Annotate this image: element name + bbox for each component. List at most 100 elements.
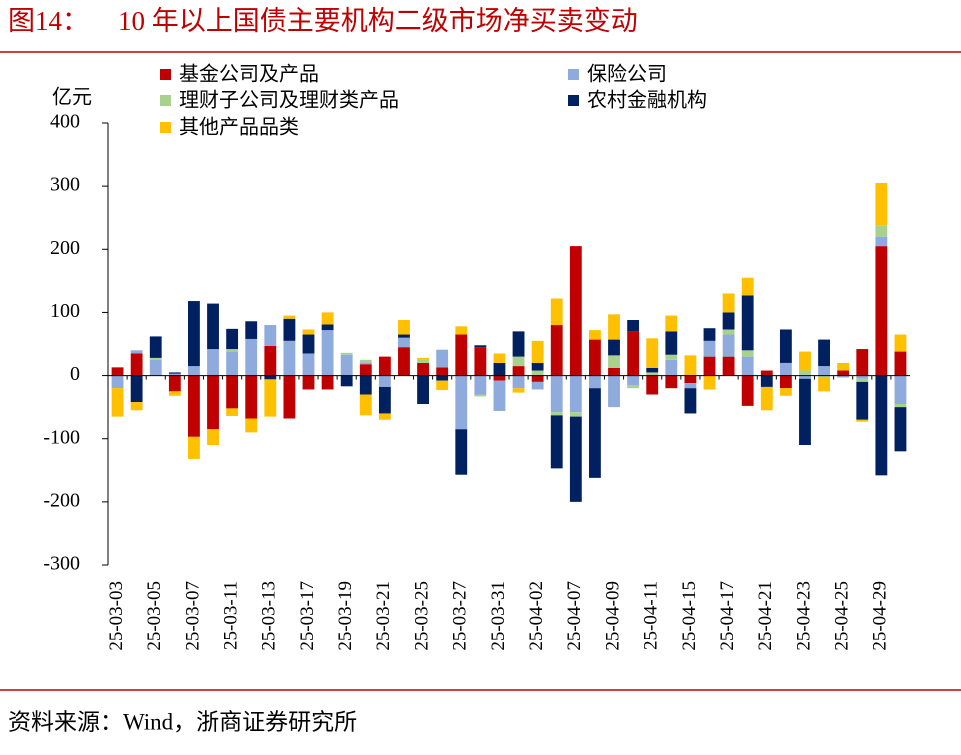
bar: [340, 352, 353, 355]
bar: [608, 367, 620, 376]
bar: [856, 419, 869, 422]
bar: [455, 326, 468, 335]
bar: [589, 330, 601, 340]
bar: [722, 312, 735, 330]
bar: [722, 329, 735, 335]
bar: [894, 375, 907, 404]
bar: [550, 375, 563, 413]
bar: [569, 246, 582, 376]
legend-swatch: [160, 122, 171, 133]
bar: [894, 351, 907, 376]
bar: [550, 298, 563, 326]
bar: [512, 388, 525, 393]
bar: [359, 359, 372, 363]
bar: [799, 378, 811, 446]
x-tick-label: 25-03-27: [450, 581, 471, 651]
bar: [417, 357, 429, 360]
bar: [799, 351, 811, 371]
bar: [111, 388, 124, 417]
bar: [417, 375, 429, 404]
x-tick-label: 25-03-19: [335, 581, 356, 651]
bar: [569, 412, 582, 417]
bar: [741, 277, 754, 296]
bar: [608, 314, 620, 340]
bar: [608, 375, 620, 408]
legend-label: 保险公司: [587, 62, 667, 86]
legend-label: 其他产品品类: [179, 115, 299, 139]
bar: [512, 375, 525, 389]
bar: [168, 375, 181, 392]
bar: [398, 334, 410, 338]
bar: [875, 236, 888, 247]
legend-swatch: [160, 69, 171, 80]
bar: [130, 350, 143, 354]
bar: [493, 353, 506, 363]
bar: [436, 380, 449, 391]
x-tick-label: 25-04-17: [717, 581, 738, 651]
y-tick-label: -100: [43, 426, 80, 448]
bar: [168, 391, 181, 396]
bar: [665, 375, 678, 389]
bar: [779, 329, 792, 363]
bar: [149, 336, 162, 358]
bar: [130, 402, 143, 411]
bar: [474, 347, 487, 376]
chart-title: 10 年以上国债主要机构二级市场净买卖变动: [118, 6, 638, 36]
bar: [512, 366, 525, 376]
legend-label: 农村金融机构: [587, 88, 707, 112]
bar: [226, 375, 239, 409]
bar: [894, 403, 907, 408]
bar: [417, 359, 429, 363]
legend-label: 理财子公司及理财类产品: [179, 88, 399, 112]
bar: [207, 303, 219, 350]
bar: [531, 362, 544, 371]
legend-swatch: [160, 95, 171, 106]
y-tick-label: 400: [50, 111, 80, 133]
x-tick-label: 25-04-21: [755, 581, 776, 651]
bar: [188, 375, 200, 437]
bar: [378, 386, 391, 414]
bar: [703, 340, 716, 357]
x-tick-label: 25-03-25: [411, 581, 432, 651]
x-tick-label: 25-03-31: [488, 581, 509, 651]
bar: [646, 372, 659, 376]
bar: [799, 370, 811, 376]
bar: [779, 375, 792, 389]
bar: [245, 321, 258, 339]
bar: [398, 337, 410, 348]
bar: [188, 366, 200, 376]
bar: [741, 350, 754, 357]
bar: [646, 338, 659, 368]
bar: [226, 351, 239, 376]
bar: [818, 375, 830, 378]
bar: [779, 362, 792, 376]
bar: [875, 246, 888, 376]
bar: [665, 354, 678, 360]
bar: [207, 349, 219, 376]
bar: [321, 324, 334, 331]
bar: [130, 375, 143, 403]
x-tick-label: 25-03-21: [373, 581, 394, 651]
bar: [703, 375, 716, 390]
bar: [875, 182, 888, 226]
bar: [340, 354, 353, 376]
bar: [283, 340, 296, 376]
bar: [569, 416, 582, 502]
bar: [207, 375, 219, 430]
y-tick-label: 0: [70, 363, 80, 385]
bar: [398, 347, 410, 376]
x-tick-label: 25-04-29: [870, 581, 891, 651]
bar: [856, 381, 869, 420]
bar: [512, 331, 525, 357]
bar: [627, 375, 640, 386]
bar: [245, 338, 258, 376]
bar: [722, 334, 735, 357]
bar: [359, 364, 372, 376]
bar: [894, 334, 907, 352]
bar: [359, 362, 372, 365]
bar: [646, 375, 659, 395]
bar: [321, 375, 334, 390]
bar: [779, 388, 792, 396]
x-tick-label: 25-04-02: [526, 581, 547, 651]
